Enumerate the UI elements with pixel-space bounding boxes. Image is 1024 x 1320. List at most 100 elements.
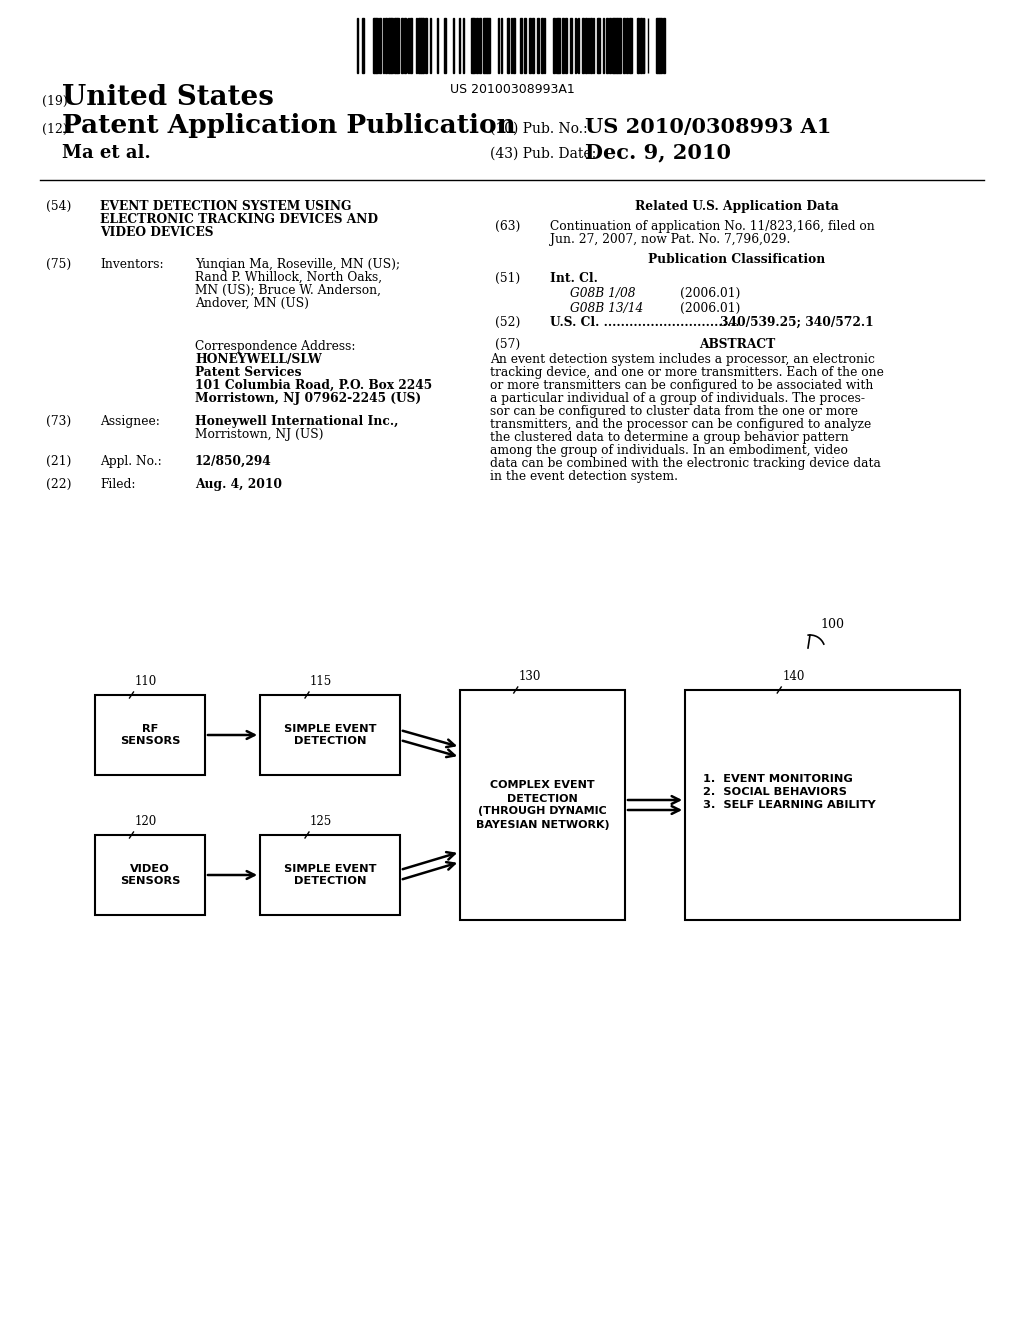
- Text: among the group of individuals. In an embodiment, video: among the group of individuals. In an em…: [490, 444, 848, 457]
- Bar: [519, 18, 521, 73]
- Bar: [437, 18, 438, 73]
- Text: SENSORS: SENSORS: [120, 737, 180, 747]
- Bar: [663, 18, 665, 73]
- Bar: [374, 18, 376, 73]
- Bar: [657, 18, 658, 73]
- Text: (54): (54): [46, 201, 72, 213]
- Text: Morristown, NJ (US): Morristown, NJ (US): [195, 428, 324, 441]
- Text: DETECTION: DETECTION: [294, 737, 367, 747]
- Text: Yunqian Ma, Roseville, MN (US);: Yunqian Ma, Roseville, MN (US);: [195, 257, 400, 271]
- Text: An event detection system includes a processor, an electronic: An event detection system includes a pro…: [490, 352, 874, 366]
- Text: 12/850,294: 12/850,294: [195, 455, 271, 469]
- Text: 115: 115: [310, 675, 332, 688]
- Bar: [95, 696, 205, 775]
- Bar: [397, 18, 399, 73]
- Text: data can be combined with the electronic tracking device data: data can be combined with the electronic…: [490, 457, 881, 470]
- Bar: [421, 18, 423, 73]
- Text: Ma et al.: Ma et al.: [62, 144, 151, 162]
- Text: DETECTION: DETECTION: [507, 793, 578, 804]
- Bar: [463, 18, 464, 73]
- Text: (THROUGH DYNAMIC: (THROUGH DYNAMIC: [478, 807, 607, 817]
- Text: (12): (12): [42, 123, 68, 136]
- Text: (2006.01): (2006.01): [680, 302, 740, 315]
- Bar: [473, 18, 475, 73]
- Text: BAYESIAN NETWORK): BAYESIAN NETWORK): [476, 820, 609, 829]
- Text: Patent Services: Patent Services: [195, 366, 301, 379]
- Text: EVENT DETECTION SYSTEM USING: EVENT DETECTION SYSTEM USING: [100, 201, 351, 213]
- Text: (2006.01): (2006.01): [680, 286, 740, 300]
- Bar: [395, 18, 396, 73]
- Bar: [524, 18, 525, 73]
- Text: sor can be configured to cluster data from the one or more: sor can be configured to cluster data fr…: [490, 405, 858, 418]
- Text: Continuation of application No. 11/823,166, filed on: Continuation of application No. 11/823,1…: [550, 220, 874, 234]
- Bar: [541, 18, 543, 73]
- Bar: [582, 18, 584, 73]
- Bar: [260, 836, 400, 915]
- Bar: [401, 18, 403, 73]
- Text: Inventors:: Inventors:: [100, 257, 164, 271]
- Text: Dec. 9, 2010: Dec. 9, 2010: [585, 143, 731, 162]
- Bar: [376, 18, 378, 73]
- Bar: [430, 18, 431, 73]
- Text: or more transmitters can be configured to be associated with: or more transmitters can be configured t…: [490, 379, 873, 392]
- Bar: [391, 18, 393, 73]
- Text: SIMPLE EVENT: SIMPLE EVENT: [284, 863, 376, 874]
- Bar: [640, 18, 642, 73]
- Text: Int. Cl.: Int. Cl.: [550, 272, 598, 285]
- Text: Appl. No.:: Appl. No.:: [100, 455, 162, 469]
- Bar: [655, 18, 656, 73]
- Text: 140: 140: [782, 671, 805, 682]
- Text: (63): (63): [495, 220, 520, 234]
- Text: RF: RF: [141, 723, 158, 734]
- Bar: [403, 18, 406, 73]
- Text: (43) Pub. Date:: (43) Pub. Date:: [490, 147, 596, 161]
- Bar: [614, 18, 616, 73]
- Text: Aug. 4, 2010: Aug. 4, 2010: [195, 478, 282, 491]
- Bar: [513, 18, 515, 73]
- Text: Honeywell International Inc.,: Honeywell International Inc.,: [195, 414, 398, 428]
- Bar: [484, 18, 486, 73]
- Bar: [511, 18, 512, 73]
- Text: Publication Classification: Publication Classification: [648, 253, 825, 267]
- Bar: [260, 696, 400, 775]
- Text: tracking device, and one or more transmitters. Each of the one: tracking device, and one or more transmi…: [490, 366, 884, 379]
- Bar: [590, 18, 592, 73]
- Text: COMPLEX EVENT: COMPLEX EVENT: [490, 780, 595, 791]
- Bar: [606, 18, 608, 73]
- Bar: [537, 18, 540, 73]
- Text: (57): (57): [495, 338, 520, 351]
- Bar: [362, 18, 365, 73]
- Text: ELECTRONIC TRACKING DEVICES AND: ELECTRONIC TRACKING DEVICES AND: [100, 213, 378, 226]
- Text: in the event detection system.: in the event detection system.: [490, 470, 678, 483]
- Text: 340/539.25; 340/572.1: 340/539.25; 340/572.1: [720, 315, 873, 329]
- Text: G08B 13/14: G08B 13/14: [570, 302, 643, 315]
- Bar: [408, 18, 409, 73]
- Bar: [476, 18, 478, 73]
- Text: 130: 130: [519, 671, 541, 682]
- Bar: [585, 18, 587, 73]
- Text: (51): (51): [495, 272, 520, 285]
- Bar: [410, 18, 412, 73]
- Text: 125: 125: [310, 814, 332, 828]
- Text: Filed:: Filed:: [100, 478, 135, 491]
- Bar: [95, 836, 205, 915]
- Bar: [575, 18, 577, 73]
- Text: (21): (21): [46, 455, 72, 469]
- Text: a particular individual of a group of individuals. The proces-: a particular individual of a group of in…: [490, 392, 865, 405]
- Text: DETECTION: DETECTION: [294, 876, 367, 887]
- Bar: [453, 18, 455, 73]
- Text: MN (US); Bruce W. Anderson,: MN (US); Bruce W. Anderson,: [195, 284, 381, 297]
- Bar: [471, 18, 472, 73]
- Bar: [425, 18, 427, 73]
- Text: Patent Application Publication: Patent Application Publication: [62, 114, 516, 139]
- Text: VIDEO DEVICES: VIDEO DEVICES: [100, 226, 213, 239]
- Bar: [564, 18, 566, 73]
- Bar: [418, 18, 419, 73]
- Bar: [528, 18, 531, 73]
- Text: U.S. Cl. ................................: U.S. Cl. ...............................…: [550, 315, 739, 329]
- Text: (75): (75): [46, 257, 72, 271]
- Text: G08B 1/08: G08B 1/08: [570, 286, 636, 300]
- Text: US 2010/0308993 A1: US 2010/0308993 A1: [585, 117, 831, 137]
- Text: VIDEO: VIDEO: [130, 863, 170, 874]
- Bar: [553, 18, 555, 73]
